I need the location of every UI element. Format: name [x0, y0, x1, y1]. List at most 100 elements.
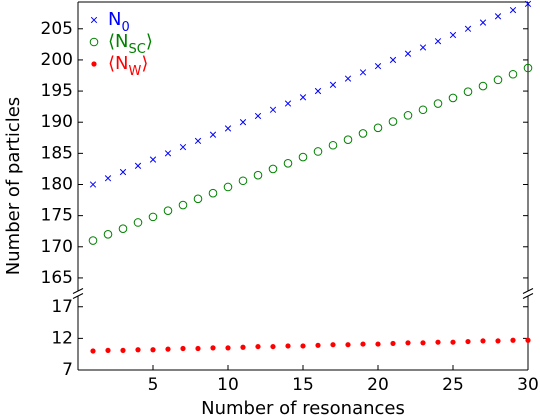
point	[105, 347, 111, 353]
point	[253, 170, 263, 180]
point	[104, 175, 112, 182]
y-tick-label: 190	[41, 112, 73, 132]
point	[343, 135, 353, 144]
point	[509, 6, 517, 14]
point	[314, 87, 322, 95]
point	[329, 81, 337, 88]
point	[435, 339, 441, 345]
point	[463, 87, 473, 96]
point	[359, 69, 367, 76]
point	[525, 337, 531, 343]
point	[148, 212, 158, 222]
point	[194, 137, 202, 145]
x-tick-label: 30	[517, 375, 539, 395]
point	[360, 341, 366, 347]
point	[493, 75, 503, 85]
y-axis-label: Number of particles	[3, 97, 24, 275]
point	[180, 345, 186, 352]
y-tick-label: 185	[41, 143, 73, 163]
x-tick-label: 15	[292, 375, 314, 395]
point	[165, 346, 171, 352]
point	[285, 343, 291, 349]
point	[88, 236, 98, 245]
point	[149, 156, 157, 163]
y-tick-label: 195	[41, 81, 73, 101]
axis-break	[72, 293, 84, 299]
point	[508, 69, 518, 79]
point	[479, 19, 487, 26]
point	[433, 99, 443, 108]
point	[270, 343, 276, 350]
point	[118, 224, 128, 234]
point	[89, 181, 97, 188]
point	[388, 117, 398, 126]
point	[119, 168, 127, 176]
point	[403, 111, 413, 120]
point	[345, 342, 351, 348]
point	[330, 342, 336, 348]
point	[464, 25, 472, 32]
point	[163, 206, 173, 215]
axis-break	[522, 288, 534, 294]
y-tick-label: 200	[41, 50, 73, 70]
point	[150, 347, 156, 353]
y-tick-label: 165	[41, 268, 73, 288]
point	[448, 93, 458, 103]
y-tick-label: 175	[41, 206, 73, 226]
point	[268, 164, 278, 174]
x-tick-label: 10	[217, 375, 239, 395]
point	[315, 342, 321, 348]
point	[103, 230, 113, 239]
y-tick-label: 170	[41, 237, 73, 257]
point	[375, 341, 381, 347]
point	[419, 44, 427, 51]
point	[420, 340, 426, 346]
point	[405, 340, 411, 346]
point	[298, 152, 308, 162]
legend-marker	[89, 37, 99, 47]
point	[389, 56, 397, 64]
point	[209, 131, 217, 138]
legend-label: ⟨NW⟩	[108, 53, 148, 79]
point	[374, 62, 382, 70]
point	[418, 105, 428, 115]
y-tick-label: 205	[41, 19, 73, 39]
point	[313, 147, 323, 156]
point	[269, 106, 277, 113]
y-tick-label: 7	[62, 360, 73, 380]
point	[478, 81, 488, 91]
point	[210, 345, 216, 351]
point	[495, 338, 501, 344]
point	[300, 343, 306, 349]
point	[135, 347, 141, 353]
point	[449, 31, 457, 39]
point	[299, 94, 307, 101]
point	[404, 50, 412, 57]
point	[179, 143, 187, 151]
point	[164, 150, 172, 157]
point	[524, 0, 532, 8]
point	[434, 38, 442, 45]
axis-break	[522, 293, 534, 299]
point	[225, 345, 231, 351]
point	[358, 129, 368, 138]
point	[133, 218, 143, 227]
point	[494, 13, 502, 20]
point	[178, 200, 188, 210]
legend-marker	[90, 16, 98, 24]
point	[450, 339, 456, 345]
point	[390, 340, 396, 347]
point	[223, 182, 233, 192]
point	[328, 140, 338, 150]
point	[134, 162, 142, 169]
y-tick-label: 12	[51, 328, 73, 348]
x-axis-label: Number of resonances	[201, 398, 405, 418]
x-tick-label: 5	[148, 375, 159, 395]
point	[284, 100, 292, 107]
axis-break	[72, 288, 84, 294]
point	[373, 123, 383, 133]
y-tick-label: 17	[51, 297, 73, 317]
legend-label: N0	[108, 9, 130, 35]
point	[480, 338, 486, 344]
